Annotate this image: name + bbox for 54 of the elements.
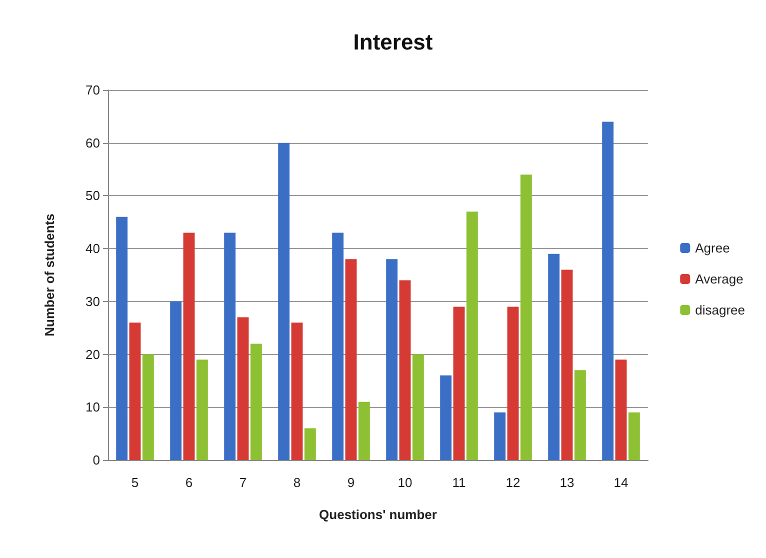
y-tick-label: 60: [86, 135, 100, 150]
bar: [224, 232, 236, 460]
bar: [399, 280, 411, 460]
bar: [453, 306, 465, 460]
x-tick-label: 12: [506, 475, 520, 490]
bar: [291, 322, 303, 460]
bar: [561, 270, 573, 460]
bar: [278, 142, 290, 460]
x-tick-label: 13: [560, 475, 574, 490]
legend-label: Agree: [695, 240, 730, 256]
y-tick-label: 0: [92, 452, 100, 468]
y-tick-label: 20: [86, 346, 100, 362]
x-tick-label: 6: [185, 475, 193, 490]
bar: [466, 212, 478, 460]
bar: [116, 216, 128, 460]
x-tick-label: 11: [452, 475, 466, 490]
bar: [574, 370, 586, 460]
bar: [304, 428, 316, 460]
bar: [358, 402, 370, 460]
bar: [440, 375, 452, 460]
y-tick-label: 50: [86, 188, 100, 204]
y-tick-label: 70: [86, 82, 100, 98]
y-axis-title: Number of students: [42, 214, 57, 336]
legend-label: disagree: [695, 302, 746, 318]
bar: [345, 259, 357, 460]
x-tick-label: 7: [239, 475, 247, 490]
x-tick-label: 14: [614, 475, 628, 490]
bar: [129, 322, 141, 460]
bar: [602, 122, 614, 460]
bar: [548, 254, 560, 460]
bar: [170, 301, 182, 460]
x-tick-label: 10: [398, 475, 412, 490]
bar: [386, 259, 398, 460]
bar: [332, 232, 344, 460]
x-tick-label: 5: [131, 475, 139, 490]
bar: [412, 354, 424, 460]
bar: [494, 412, 506, 460]
y-tick-label: 10: [86, 400, 100, 415]
bar: [196, 360, 208, 460]
bar: [615, 360, 627, 460]
y-tick-label: 40: [86, 241, 100, 256]
bar: [250, 344, 262, 460]
bar: [628, 412, 640, 460]
y-tick-label: 30: [86, 294, 100, 309]
x-axis-title: Questions' number: [319, 507, 437, 522]
bar: [237, 317, 249, 460]
x-tick-label: 8: [293, 475, 301, 490]
bar: [183, 232, 195, 460]
bar: [507, 306, 519, 460]
bar: [520, 174, 532, 460]
bar: [142, 354, 154, 460]
x-tick-label: 9: [347, 475, 355, 490]
chart-title: Interest: [353, 30, 434, 54]
legend-label: Average: [695, 272, 744, 286]
